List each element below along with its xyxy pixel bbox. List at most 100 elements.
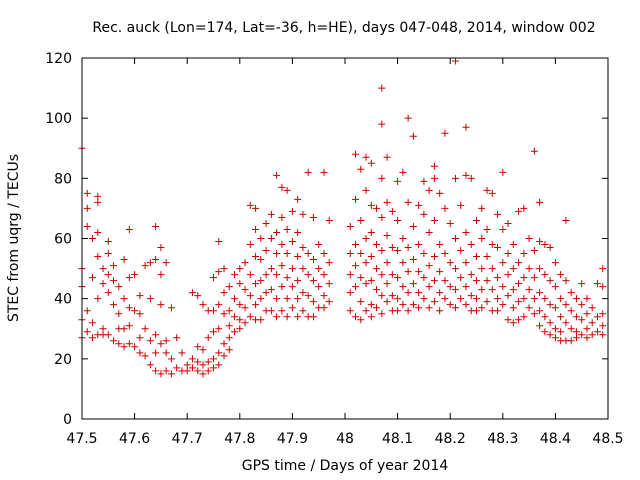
data-point — [325, 259, 333, 267]
data-point — [320, 304, 328, 312]
data-point — [320, 271, 328, 279]
data-point — [262, 289, 270, 297]
data-point — [231, 313, 239, 321]
data-point — [299, 307, 307, 315]
data-point — [215, 238, 223, 246]
data-point — [146, 337, 154, 345]
data-point — [378, 247, 386, 255]
data-point — [504, 271, 512, 279]
data-point — [157, 301, 165, 309]
data-point — [288, 304, 296, 312]
data-point — [146, 259, 154, 267]
data-point — [115, 283, 123, 291]
data-point — [457, 295, 465, 303]
data-point — [536, 238, 544, 246]
data-point — [357, 316, 365, 324]
data-point — [152, 349, 160, 357]
data-point — [462, 228, 470, 236]
data-point — [131, 343, 139, 351]
data-point — [562, 319, 570, 327]
data-point — [404, 198, 412, 206]
data-point — [462, 283, 470, 291]
data-point — [241, 286, 249, 294]
data-point — [131, 271, 139, 279]
data-point — [515, 280, 523, 288]
data-point — [446, 219, 454, 227]
data-point — [551, 304, 559, 312]
data-point — [388, 271, 396, 279]
data-point — [210, 274, 217, 282]
data-point — [231, 271, 239, 279]
data-point — [530, 147, 538, 155]
data-point — [262, 219, 270, 227]
data-point — [146, 295, 154, 303]
data-point — [599, 265, 607, 273]
data-point — [304, 271, 312, 279]
data-point — [367, 159, 375, 167]
data-point — [441, 129, 449, 137]
data-point — [373, 265, 381, 273]
data-point — [267, 307, 275, 315]
data-point — [509, 304, 517, 312]
data-point — [89, 319, 97, 327]
data-point — [362, 307, 370, 315]
data-point — [536, 307, 544, 315]
data-point — [404, 114, 412, 122]
data-point — [394, 274, 402, 282]
data-point — [89, 334, 97, 342]
data-point — [83, 204, 91, 212]
data-point — [572, 313, 580, 321]
data-point — [173, 364, 181, 372]
data-point — [509, 319, 517, 327]
data-point — [562, 277, 570, 285]
data-point — [567, 337, 575, 345]
data-point — [346, 222, 354, 230]
data-point — [167, 304, 175, 312]
data-point — [483, 225, 491, 233]
data-point — [520, 313, 528, 321]
data-point — [436, 268, 444, 276]
data-point — [383, 153, 391, 161]
y-tick-label: 40 — [54, 292, 72, 308]
data-points — [78, 57, 607, 378]
data-point — [494, 244, 502, 252]
data-point — [446, 301, 454, 309]
data-point — [104, 331, 112, 339]
data-point — [241, 259, 249, 267]
data-point — [246, 313, 254, 321]
data-point — [420, 210, 428, 218]
data-point — [304, 168, 312, 176]
data-point — [299, 210, 307, 218]
data-point — [236, 325, 244, 333]
data-point — [451, 57, 459, 65]
data-point — [494, 295, 502, 303]
data-point — [430, 298, 438, 306]
data-point — [504, 316, 512, 324]
data-point — [267, 210, 275, 218]
data-point — [220, 310, 228, 318]
data-point — [546, 301, 554, 309]
data-point — [110, 277, 118, 285]
data-point — [199, 346, 207, 354]
data-point — [457, 201, 465, 209]
data-point — [225, 346, 233, 354]
data-point — [252, 280, 260, 288]
data-point — [204, 358, 212, 366]
data-point — [525, 265, 533, 273]
data-point — [551, 325, 559, 333]
data-point — [583, 295, 591, 303]
data-point — [404, 268, 412, 276]
data-point — [225, 283, 233, 291]
y-axis-label: STEC from uqrg / TECUs — [6, 154, 22, 322]
data-point — [399, 235, 407, 242]
data-point — [346, 250, 354, 258]
data-point — [83, 307, 91, 315]
data-point — [593, 328, 601, 336]
data-point — [436, 241, 444, 249]
data-point — [89, 274, 97, 282]
data-point — [352, 195, 360, 203]
data-point — [383, 198, 391, 206]
data-point — [478, 304, 486, 312]
data-point — [362, 186, 370, 194]
data-point — [273, 271, 281, 279]
